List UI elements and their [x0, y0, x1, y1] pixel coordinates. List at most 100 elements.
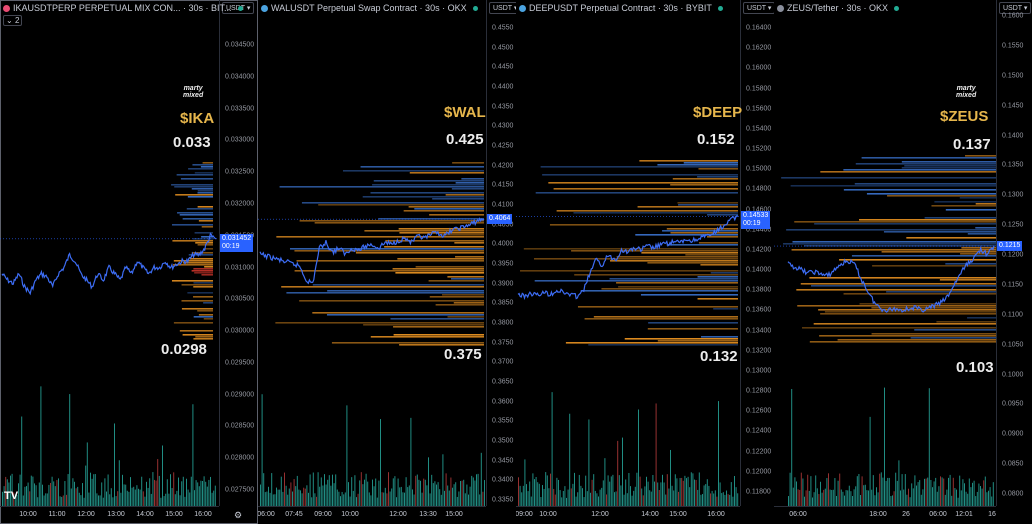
liquidity-bar	[556, 210, 738, 212]
volume-bar	[400, 486, 402, 506]
liquidity-bar	[855, 163, 996, 165]
volume-bar	[357, 493, 359, 506]
price-tick-label: 0.3950	[492, 260, 514, 268]
chart-panel-ika[interactable]: IKAUSDTPERP PERPETUAL MIX CON... · 30s ·…	[0, 0, 258, 524]
chart-plot-area[interactable]	[774, 0, 996, 506]
volume-bar	[529, 481, 531, 506]
volume-bar	[593, 474, 595, 506]
volume-bar	[70, 488, 72, 506]
price-tick-label: 0.3800	[492, 319, 514, 327]
price-axis[interactable]: USDT ▾ 0.034500 0.034000 0.033500 0.033000 0…	[219, 0, 258, 506]
liquidity-bar	[187, 292, 213, 294]
liquidity-bar	[385, 240, 484, 242]
time-axis[interactable]: 06:00 18:00 26 06:00 12:01 16	[774, 506, 996, 524]
liquidity-bar	[796, 289, 996, 291]
volume-bar	[914, 475, 916, 506]
liquidity-bar	[813, 323, 996, 325]
volume-bar	[34, 483, 35, 506]
volume-bar	[18, 483, 19, 506]
price-axis[interactable]: USDT ▾ 0.16400 0.16200 0.16000 0.15800 0.156…	[740, 0, 774, 506]
liquidity-bar	[781, 177, 996, 179]
settings-gear-icon[interactable]: ⚙	[234, 510, 243, 520]
chart-plot-area[interactable]	[516, 0, 740, 506]
interval-badge[interactable]: ⌄ 2	[3, 15, 23, 26]
chart-plot-area[interactable]	[258, 0, 486, 506]
volume-bar	[981, 488, 983, 506]
price-tick-label: 0.4500	[492, 44, 514, 52]
liquidity-bar	[701, 336, 738, 338]
time-axis[interactable]: 10:00 11:00 12:00 13:00 14:00 15:00 16:00	[0, 506, 219, 524]
liquidity-bar	[839, 259, 996, 261]
chart-panel-zeus[interactable]: ZEUS/Tether · 30s · OKX USDT ▾ 0.1600 0.1…	[774, 0, 1032, 524]
volume-bar	[75, 488, 77, 506]
volume-bar	[599, 489, 601, 506]
chart-plot-area[interactable]	[0, 0, 219, 506]
currency-selector[interactable]: USDT ▾	[489, 2, 516, 14]
volume-bar	[684, 475, 686, 506]
volume-bar	[625, 479, 627, 506]
volume-bar	[402, 492, 404, 506]
currency-selector[interactable]: USDT ▾	[743, 2, 774, 14]
volume-bar	[722, 492, 724, 506]
time-tick-label: 26	[902, 511, 910, 518]
volume-bar	[906, 494, 908, 506]
price-tick-label: 0.3650	[492, 378, 514, 386]
liquidity-bar	[181, 308, 213, 310]
volume-bar	[618, 475, 620, 506]
liquidity-bar	[577, 306, 738, 308]
volume-bar	[986, 492, 988, 506]
liquidity-bar	[698, 168, 738, 170]
price-axis[interactable]: USDT ▾ 0.1600 0.1550 0.1500 0.1450 0.1400 0.1…	[996, 0, 1032, 506]
volume-bar	[152, 472, 154, 506]
chart-panel-deep[interactable]: DEEPUSDT Perpetual Contract · 30s · BYBI…	[516, 0, 774, 524]
time-axis[interactable]: 06:00 07:45 09:00 10:00 12:00 13:30 15:00	[258, 506, 486, 524]
time-tick-label: 10:00	[539, 511, 557, 518]
volume-bar	[320, 477, 322, 506]
volume-bar	[804, 496, 805, 506]
volume-bar	[580, 485, 582, 506]
volume-bar	[673, 490, 675, 506]
volume-bar	[13, 492, 15, 506]
volume-bar	[836, 495, 837, 506]
currency-selector[interactable]: USDT ▾	[999, 2, 1032, 14]
volume-bar	[647, 481, 649, 506]
volume-bar	[670, 449, 671, 506]
volume-bar	[122, 474, 123, 506]
volume-bar	[269, 492, 271, 506]
liquidity-bar	[802, 327, 996, 329]
volume-bar	[332, 474, 333, 506]
volume-bar	[182, 476, 184, 506]
liquidity-bar	[814, 223, 996, 225]
volume-bar	[364, 479, 365, 506]
symbol-icon	[777, 4, 784, 12]
volume-bar	[895, 472, 897, 506]
tradingview-logo[interactable]: TV	[4, 490, 19, 502]
volume-bar	[842, 491, 844, 506]
volume-bar	[567, 489, 569, 506]
liquidity-bar	[783, 243, 996, 245]
price-tick-label: 0.4100	[492, 201, 514, 209]
volume-bar	[90, 472, 91, 506]
liquidity-bar	[809, 341, 996, 343]
volume-bar	[344, 492, 346, 506]
price-tick-label: 0.14600	[746, 206, 772, 214]
liquidity-bar	[851, 255, 996, 257]
volume-bar	[639, 476, 641, 506]
price-tick-label: 0.13400	[746, 327, 772, 335]
volume-bar	[884, 387, 885, 506]
volume-bar	[856, 476, 858, 506]
currency-selector[interactable]: USDT ▾	[222, 2, 255, 14]
chart-panel-wal[interactable]: WALUSDT Perpetual Swap Contract · 30s · …	[258, 0, 516, 524]
volume-bar	[170, 474, 171, 506]
liquidity-bar	[202, 162, 213, 164]
volume-bar	[343, 494, 345, 506]
liquidity-bar	[647, 262, 738, 264]
price-axis[interactable]: USDT ▾ 0.4550 0.4500 0.4450 0.4400 0.4350 0.4…	[486, 0, 516, 506]
volume-bar	[650, 491, 652, 506]
liquidity-bar	[540, 166, 738, 168]
symbol-icon	[3, 4, 10, 12]
price-tick-label: 0.3750	[492, 339, 514, 347]
liquidity-bar	[670, 232, 738, 234]
time-axis[interactable]: 09:00 10:00 12:00 14:00 15:00 16:00	[516, 506, 740, 524]
price-chart	[258, 162, 486, 506]
